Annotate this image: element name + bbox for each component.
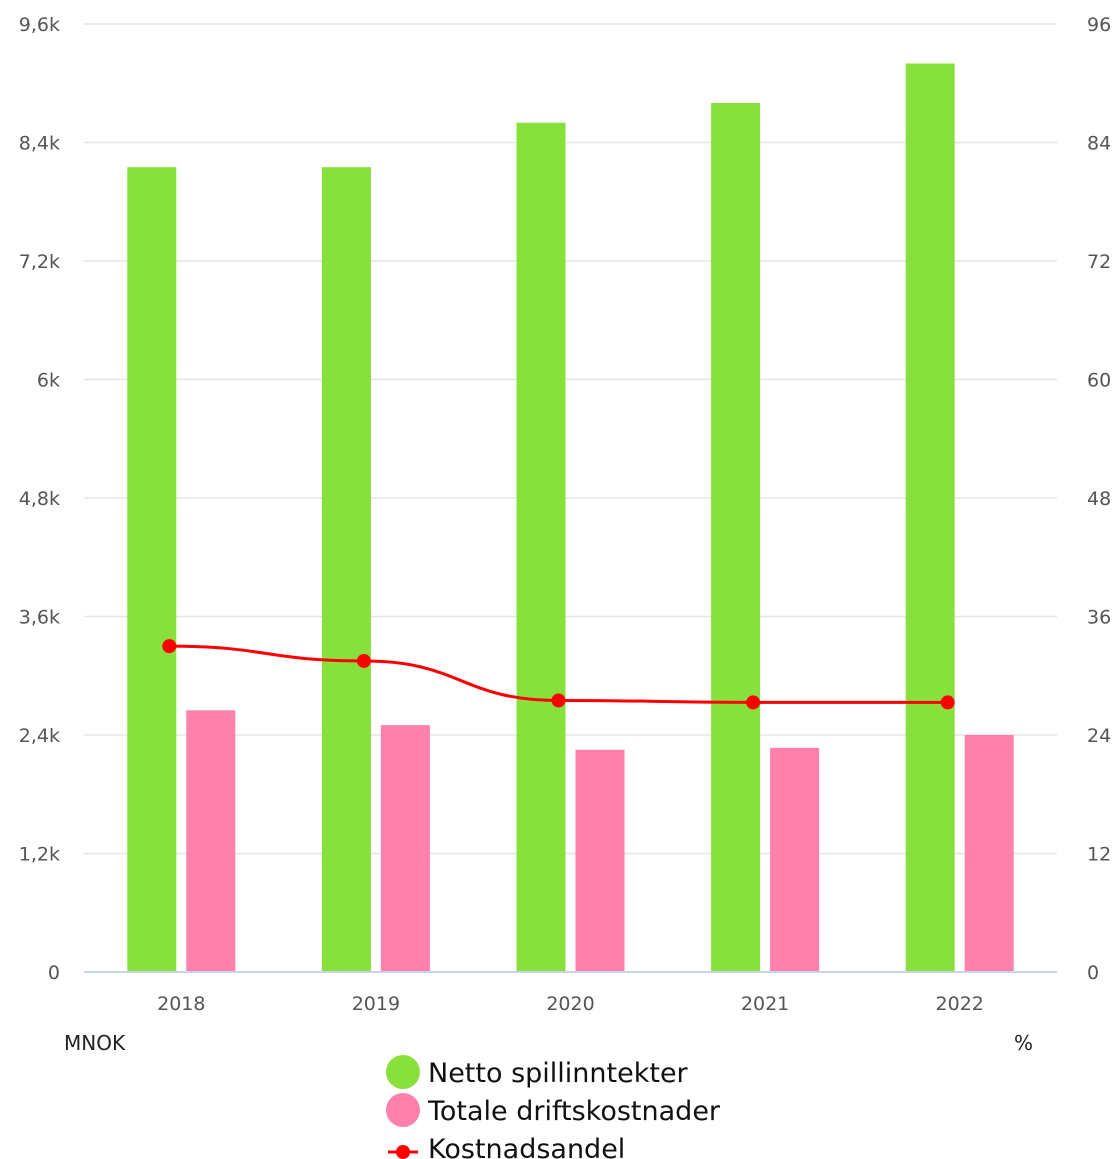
left-axis-tick-label: 9,6k [19,14,60,36]
legend-swatch [386,1055,420,1089]
legend-label: Netto spillinntekter [428,1058,689,1089]
line-series [162,639,955,710]
left-axis-tick-label: 6k [37,370,60,392]
legend-item[interactable]: Netto spillinntekter [386,1055,689,1089]
point-kostnadsandel-2019 [356,653,371,668]
right-axis-tick-label: 36 [1087,607,1111,629]
right-axis-tick-label: 12 [1087,844,1111,866]
right-axis-tick-label: 48 [1087,488,1111,510]
right-axis-tick-label: 24 [1087,725,1111,747]
left-axis-tick-label: 7,2k [19,251,60,273]
left-axis-tick-label: 4,8k [19,488,60,510]
right-axis-tick-label: 0 [1087,962,1099,984]
bars [127,63,1014,972]
point-kostnadsandel-2021 [746,695,761,710]
legend: Netto spillinntekter Totale driftskostnad… [386,1055,721,1159]
x-axis-tick-label: 2020 [546,993,594,1015]
bar-totale-driftskostnader-2020 [575,749,625,972]
x-axis-tick-label: 2018 [157,993,205,1015]
x-axis-ticks: 2018 2019 2020 2021 2022 [157,993,984,1015]
legend-label: Totale driftskostnader [427,1096,721,1127]
left-axis-ticks: 0 1,2k 2,4k 3,6k 4,8k 6k 7,2k 8,4k 9,6k [19,14,60,984]
right-axis-tick-label: 96 [1087,14,1111,36]
legend-item[interactable]: Totale driftskostnader [386,1093,721,1127]
bar-totale-driftskostnader-2022 [964,735,1014,972]
left-axis-tick-label: 1,2k [19,844,60,866]
legend-item[interactable]: Kostnadsandel [388,1134,625,1159]
bar-totale-driftskostnader-2021 [770,747,820,972]
bar-netto-spillinntekter-2020 [516,122,566,972]
left-axis-tick-label: 8,4k [19,133,60,155]
left-axis-tick-label: 2,4k [19,725,60,747]
bar-totale-driftskostnader-2018 [186,710,236,972]
left-axis-tick-label: 0 [48,962,60,984]
legend-label: Kostnadsandel [428,1134,625,1159]
x-axis-tick-label: 2019 [352,993,400,1015]
bar-totale-driftskostnader-2019 [380,725,430,972]
x-axis-tick-label: 2022 [936,993,984,1015]
bar-netto-spillinntekter-2022 [905,63,955,972]
left-axis-unit: MNOK [64,1031,126,1055]
legend-swatch [386,1093,420,1127]
right-axis-tick-label: 84 [1087,133,1111,155]
x-axis-tick-label: 2021 [741,993,789,1015]
point-kostnadsandel-2020 [551,693,566,708]
right-axis-tick-label: 72 [1087,251,1111,273]
legend-marker [396,1145,410,1159]
bar-netto-spillinntekter-2019 [321,167,371,972]
right-axis-unit: % [1014,1031,1033,1055]
left-axis-tick-label: 3,6k [19,607,60,629]
right-axis-ticks: 0 12 24 36 48 60 72 84 96 [1087,14,1111,984]
gridlines [84,23,1057,855]
point-kostnadsandel-2018 [162,639,177,654]
point-kostnadsandel-2022 [940,695,955,710]
bar-netto-spillinntekter-2021 [711,103,761,972]
right-axis-tick-label: 60 [1087,370,1111,392]
bar-netto-spillinntekter-2018 [127,167,177,972]
